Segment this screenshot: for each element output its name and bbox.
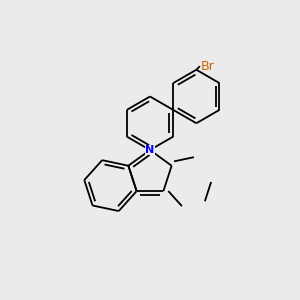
Text: Br: Br: [200, 60, 214, 73]
Text: N: N: [146, 145, 154, 155]
